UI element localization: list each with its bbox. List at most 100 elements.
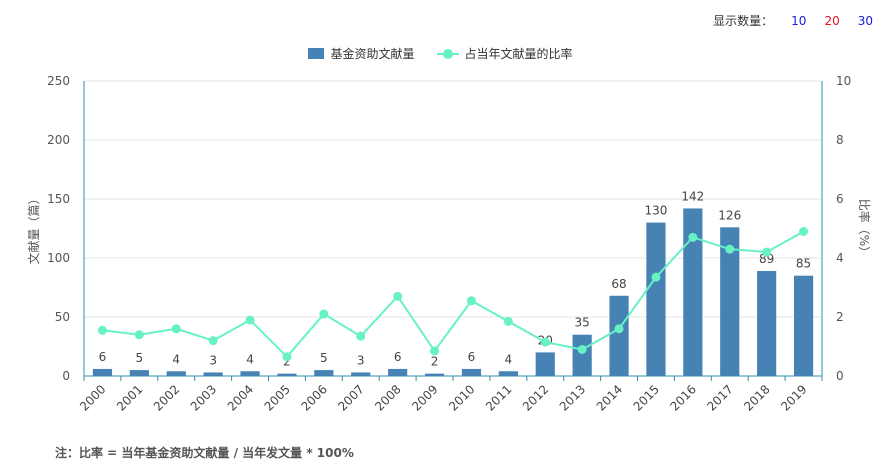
y-axis-title: 文献量（篇） bbox=[26, 192, 41, 264]
bar-value-label: 126 bbox=[718, 208, 741, 222]
bar-value-label: 6 bbox=[99, 350, 107, 364]
x-tick-label: 2007 bbox=[335, 382, 366, 413]
y-tick-label: 200 bbox=[47, 133, 70, 147]
x-tick-label: 2003 bbox=[188, 382, 219, 413]
bar-value-label: 2 bbox=[283, 355, 291, 369]
ratio-point bbox=[503, 316, 513, 326]
ratio-point bbox=[245, 315, 255, 325]
ratio-point bbox=[97, 325, 107, 335]
legend-bar-swatch bbox=[308, 48, 325, 59]
bar-value-label: 6 bbox=[394, 350, 402, 364]
x-tick-label: 2004 bbox=[225, 382, 256, 413]
bar-value-label: 5 bbox=[320, 351, 328, 365]
x-tick-label: 2013 bbox=[557, 382, 588, 413]
legend-line-swatch bbox=[436, 48, 459, 60]
bar-value-label: 6 bbox=[468, 350, 476, 364]
bar bbox=[609, 295, 629, 376]
ratio-point bbox=[614, 324, 624, 334]
x-tick-label: 2019 bbox=[778, 382, 809, 413]
display-count-option-10[interactable]: 10 bbox=[791, 13, 807, 28]
y2-tick-label: 10 bbox=[836, 74, 851, 88]
x-tick-label: 2000 bbox=[77, 382, 108, 413]
bar-value-label: 3 bbox=[357, 353, 365, 367]
bar bbox=[683, 208, 703, 376]
bar bbox=[240, 371, 260, 376]
y2-axis-title: 比率（%） bbox=[857, 199, 872, 258]
x-tick-label: 2005 bbox=[262, 382, 293, 413]
display-count-label: 显示数量： bbox=[713, 14, 774, 28]
y-tick-label: 100 bbox=[47, 251, 70, 265]
y-tick-label: 50 bbox=[55, 310, 70, 324]
ratio-point bbox=[134, 330, 144, 340]
bar bbox=[277, 373, 297, 376]
bar bbox=[166, 371, 186, 376]
ratio-point bbox=[466, 296, 476, 306]
bar-value-label: 5 bbox=[136, 351, 144, 365]
ratio-point bbox=[208, 336, 218, 346]
bar bbox=[388, 368, 408, 376]
legend-item-line-series[interactable]: 占当年文献量的比率 bbox=[436, 45, 573, 62]
chart-legend: 基金资助文献量 占当年文献量的比率 bbox=[0, 45, 881, 62]
bar bbox=[424, 373, 445, 376]
y2-tick-label: 2 bbox=[836, 310, 844, 324]
y-tick-label: 250 bbox=[47, 74, 70, 88]
x-tick-label: 2009 bbox=[409, 382, 440, 413]
bar-value-label: 3 bbox=[209, 353, 217, 367]
bar-value-label: 142 bbox=[681, 189, 704, 203]
ratio-point bbox=[319, 309, 329, 319]
ratio-point bbox=[651, 272, 661, 282]
ratio-point bbox=[577, 344, 587, 354]
y-tick-label: 150 bbox=[47, 192, 70, 206]
x-tick-label: 2018 bbox=[741, 382, 772, 413]
bar bbox=[314, 370, 334, 376]
legend-label-line-series: 占当年文献量的比率 bbox=[464, 47, 573, 61]
bar-value-label: 4 bbox=[246, 352, 254, 366]
x-tick-label: 2017 bbox=[704, 382, 735, 413]
bar bbox=[461, 368, 482, 376]
legend-item-bar-series[interactable]: 基金资助文献量 bbox=[308, 45, 415, 62]
y-tick-label: 0 bbox=[62, 369, 70, 383]
ratio-point bbox=[171, 324, 181, 334]
x-tick-label: 2001 bbox=[114, 382, 145, 413]
ratio-point bbox=[762, 247, 772, 257]
x-tick-label: 2011 bbox=[483, 382, 514, 413]
x-tick-label: 2014 bbox=[594, 382, 625, 413]
ratio-line bbox=[102, 230, 805, 359]
bar-value-label: 85 bbox=[796, 257, 811, 271]
bar bbox=[757, 270, 777, 376]
bar-value-label: 2 bbox=[431, 355, 439, 369]
display-count-option-20[interactable]: 20 bbox=[824, 13, 840, 28]
bar bbox=[646, 222, 666, 376]
bar bbox=[203, 372, 223, 376]
y2-tick-label: 4 bbox=[836, 251, 844, 265]
bar-value-label: 68 bbox=[611, 277, 626, 291]
bar-value-label: 130 bbox=[644, 204, 667, 218]
x-tick-label: 2012 bbox=[520, 382, 551, 413]
bar bbox=[92, 368, 113, 376]
bar-value-label: 35 bbox=[575, 316, 590, 330]
display-count-option-30[interactable]: 30 bbox=[857, 13, 873, 28]
x-tick-label: 2016 bbox=[667, 382, 698, 413]
bar bbox=[793, 275, 814, 376]
bar bbox=[535, 352, 555, 376]
bar bbox=[498, 371, 518, 376]
x-tick-label: 2006 bbox=[298, 382, 329, 413]
ratio-point bbox=[393, 291, 403, 301]
bar-value-label: 89 bbox=[759, 252, 774, 266]
ratio-point bbox=[688, 232, 698, 242]
y2-tick-label: 0 bbox=[836, 369, 844, 383]
ratio-point bbox=[356, 331, 366, 341]
x-tick-label: 2002 bbox=[151, 382, 182, 413]
legend-label-bar-series: 基金资助文献量 bbox=[330, 47, 415, 61]
ratio-point bbox=[725, 244, 735, 254]
x-tick-label: 2010 bbox=[446, 382, 477, 413]
chart-footnote: 注：比率 = 当年基金资助文献量 / 当年发文量 * 100% bbox=[55, 446, 354, 460]
bar bbox=[129, 370, 149, 376]
bar-value-label: 4 bbox=[505, 352, 513, 366]
ratio-point bbox=[430, 346, 440, 356]
bar bbox=[720, 227, 740, 376]
ratio-point bbox=[282, 352, 292, 362]
display-count-selector: 显示数量： 10 20 30 bbox=[713, 12, 873, 29]
bar-value-label: 4 bbox=[172, 352, 180, 366]
